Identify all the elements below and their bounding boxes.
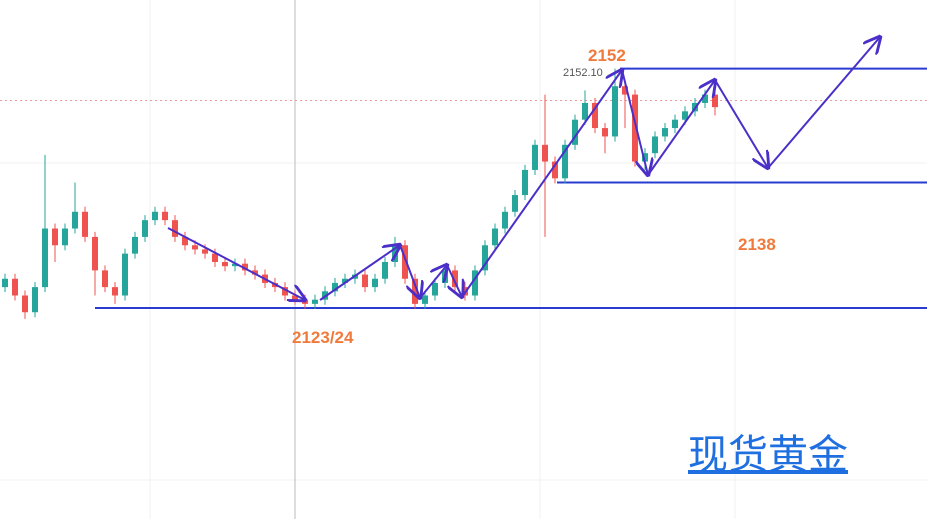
candle-body — [42, 228, 48, 288]
candle-body — [422, 295, 428, 304]
annotation: 2138 — [738, 235, 776, 254]
candle-body — [382, 262, 388, 279]
candle-body — [362, 274, 368, 288]
candle-body — [122, 253, 128, 296]
candle-body — [672, 119, 678, 129]
candle-body — [602, 128, 608, 137]
candle-body — [62, 228, 68, 246]
candle-body — [282, 287, 288, 296]
candle-body — [522, 169, 528, 196]
candle-body — [72, 211, 78, 229]
watermark: 现货黄金 — [688, 432, 848, 478]
candle-body — [12, 278, 18, 296]
candle-body — [632, 94, 638, 162]
annotation: 2152 — [588, 46, 626, 65]
candle-body — [2, 278, 8, 288]
candle-body — [242, 263, 248, 271]
candle-body — [532, 144, 538, 170]
candle-body — [712, 94, 718, 108]
candle-body — [22, 295, 28, 313]
candle-body — [502, 211, 508, 229]
candle-body — [52, 228, 58, 246]
candle-body — [592, 102, 598, 129]
candle-body — [252, 270, 258, 275]
candle-body — [622, 86, 628, 95]
annotation: 2123/24 — [292, 328, 354, 347]
candle-body — [482, 245, 488, 271]
candle-body — [552, 161, 558, 179]
candle-body — [82, 211, 88, 237]
candle-body — [152, 211, 158, 221]
candle-body — [212, 253, 218, 263]
candle-body — [492, 228, 498, 246]
candle-body — [102, 270, 108, 288]
candle-body — [652, 136, 658, 154]
candle-body — [442, 270, 448, 283]
candle-body — [162, 211, 168, 221]
trend-arrows — [167, 37, 880, 300]
candle-body — [702, 94, 708, 103]
candle-body — [132, 236, 138, 254]
candle-body — [682, 111, 688, 120]
candle-body — [372, 278, 378, 288]
candle-body — [582, 102, 588, 120]
candle-body — [92, 236, 98, 271]
candle-body — [32, 287, 38, 313]
candle-body — [402, 245, 408, 279]
candle-body — [312, 299, 318, 304]
candle-body — [182, 236, 188, 246]
candle-body — [472, 270, 478, 296]
candle-body — [542, 144, 548, 162]
candle-body — [512, 195, 518, 212]
candle-body — [142, 220, 148, 237]
candle-body — [112, 287, 118, 296]
candle-body — [202, 249, 208, 254]
candle-body — [172, 220, 178, 237]
candle-body — [332, 282, 338, 292]
candle-body — [662, 128, 668, 137]
candle-body — [302, 299, 308, 304]
candle-body — [612, 86, 618, 137]
candle-body — [572, 119, 578, 145]
candle-body — [342, 278, 348, 283]
candle-body — [192, 245, 198, 250]
price-label: 2152.10 — [563, 67, 603, 79]
candle-body — [432, 282, 438, 296]
candle-body — [222, 262, 228, 267]
candle-body — [562, 144, 568, 179]
candle-body — [232, 263, 238, 267]
